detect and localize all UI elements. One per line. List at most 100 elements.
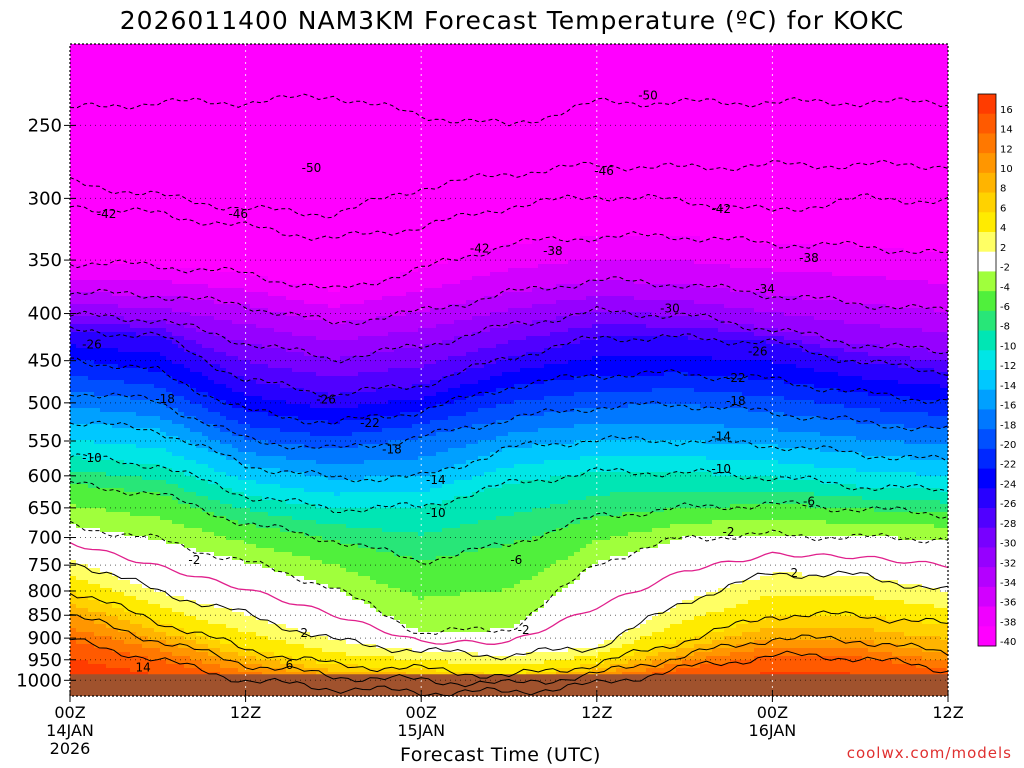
fill-cell: [316, 636, 323, 649]
fill-cell: [478, 276, 485, 301]
fill-cell: [214, 624, 221, 641]
fill-cell: [742, 376, 749, 397]
fill-cell: [598, 440, 605, 457]
fill-cell: [706, 472, 713, 493]
fill-cell: [532, 652, 539, 665]
fill-cell: [892, 412, 899, 425]
fill-cell: [136, 416, 143, 429]
fill-cell: [688, 328, 695, 341]
fill-cell: [496, 272, 503, 297]
fill-cell: [700, 408, 707, 425]
fill-cell: [178, 296, 185, 313]
fill-cell: [472, 412, 479, 425]
fill-cell: [646, 312, 653, 329]
fill-cell: [184, 504, 191, 529]
fill-cell: [916, 540, 923, 585]
fill-cell: [184, 428, 191, 441]
fill-cell: [256, 468, 263, 485]
fill-cell: [820, 452, 827, 469]
fill-cell: [832, 436, 839, 453]
colorbar-tick-label: 10: [1000, 164, 1013, 175]
fill-cell: [340, 356, 347, 377]
fill-cell: [820, 656, 827, 673]
fill-cell: [826, 340, 833, 349]
fill-cell: [514, 340, 521, 357]
fill-cell: [862, 596, 869, 617]
colorbar-swatch: [978, 567, 996, 588]
fill-cell: [94, 648, 101, 665]
fill-cell: [592, 340, 599, 357]
fill-cell: [484, 424, 491, 441]
fill-cell: [244, 424, 251, 441]
fill-cell: [694, 456, 701, 473]
fill-cell: [646, 236, 653, 261]
fill-cell: [718, 444, 725, 461]
fill-cell: [676, 524, 683, 541]
fill-cell: [898, 384, 905, 397]
fill-cell: [772, 656, 779, 673]
fill-cell: [550, 332, 557, 349]
fill-cell: [574, 316, 581, 329]
fill-cell: [130, 412, 137, 429]
fill-cell: [550, 564, 557, 597]
fill-cell: [556, 660, 563, 669]
fill-cell: [472, 524, 479, 553]
fill-cell: [850, 496, 857, 509]
fill-cell: [442, 324, 449, 341]
fill-cell: [892, 396, 899, 413]
fill-cell: [502, 372, 509, 389]
fill-cell: [628, 440, 635, 457]
fill-cell: [298, 420, 305, 433]
fill-cell: [886, 512, 893, 525]
fill-cell: [772, 328, 779, 337]
fill-cell: [202, 284, 209, 301]
fill-cell: [514, 292, 521, 309]
fill-cell: [904, 252, 911, 281]
fill-cell: [904, 444, 911, 457]
fill-cell: [820, 628, 827, 641]
fill-cell: [526, 308, 533, 325]
fill-cell: [226, 340, 233, 357]
fill-cell: [436, 652, 443, 661]
fill-cell: [364, 444, 371, 461]
fill-cell: [574, 376, 581, 393]
fill-cell: [688, 44, 695, 237]
fill-cell: [88, 280, 95, 293]
fill-cell: [604, 660, 611, 669]
fill-cell: [172, 456, 179, 473]
fill-cell: [352, 656, 359, 665]
fill-cell: [244, 344, 251, 361]
colorbar-tick-label: 14: [1000, 125, 1013, 136]
fill-cell: [460, 632, 467, 653]
fill-cell: [634, 284, 641, 301]
fill-cell: [898, 632, 905, 649]
fill-cell: [394, 508, 401, 533]
fill-cell: [832, 44, 839, 245]
fill-cell: [766, 336, 773, 345]
fill-cell: [724, 492, 731, 509]
fill-cell: [454, 400, 461, 417]
fill-cell: [214, 400, 221, 413]
fill-cell: [148, 336, 155, 353]
contour-label: -18: [155, 392, 175, 406]
fill-cell: [136, 384, 143, 401]
fill-cell: [508, 372, 515, 389]
fill-cell: [286, 300, 293, 317]
fill-cell: [778, 616, 785, 629]
colorbar-tick-label: 4: [1000, 223, 1006, 234]
fill-cell: [322, 636, 329, 653]
fill-cell: [352, 528, 359, 545]
fill-cell: [268, 328, 275, 349]
fill-cell: [598, 644, 605, 653]
fill-cell: [406, 272, 413, 293]
fill-cell: [814, 640, 821, 649]
fill-cell: [130, 536, 137, 585]
fill-cell: [214, 556, 221, 609]
fill-cell: [220, 288, 227, 305]
fill-cell: [202, 652, 209, 665]
fill-cell: [154, 44, 161, 265]
fill-cell: [220, 336, 227, 353]
fill-cell: [838, 276, 845, 301]
fill-cell: [856, 648, 863, 657]
fill-cell: [514, 324, 521, 341]
